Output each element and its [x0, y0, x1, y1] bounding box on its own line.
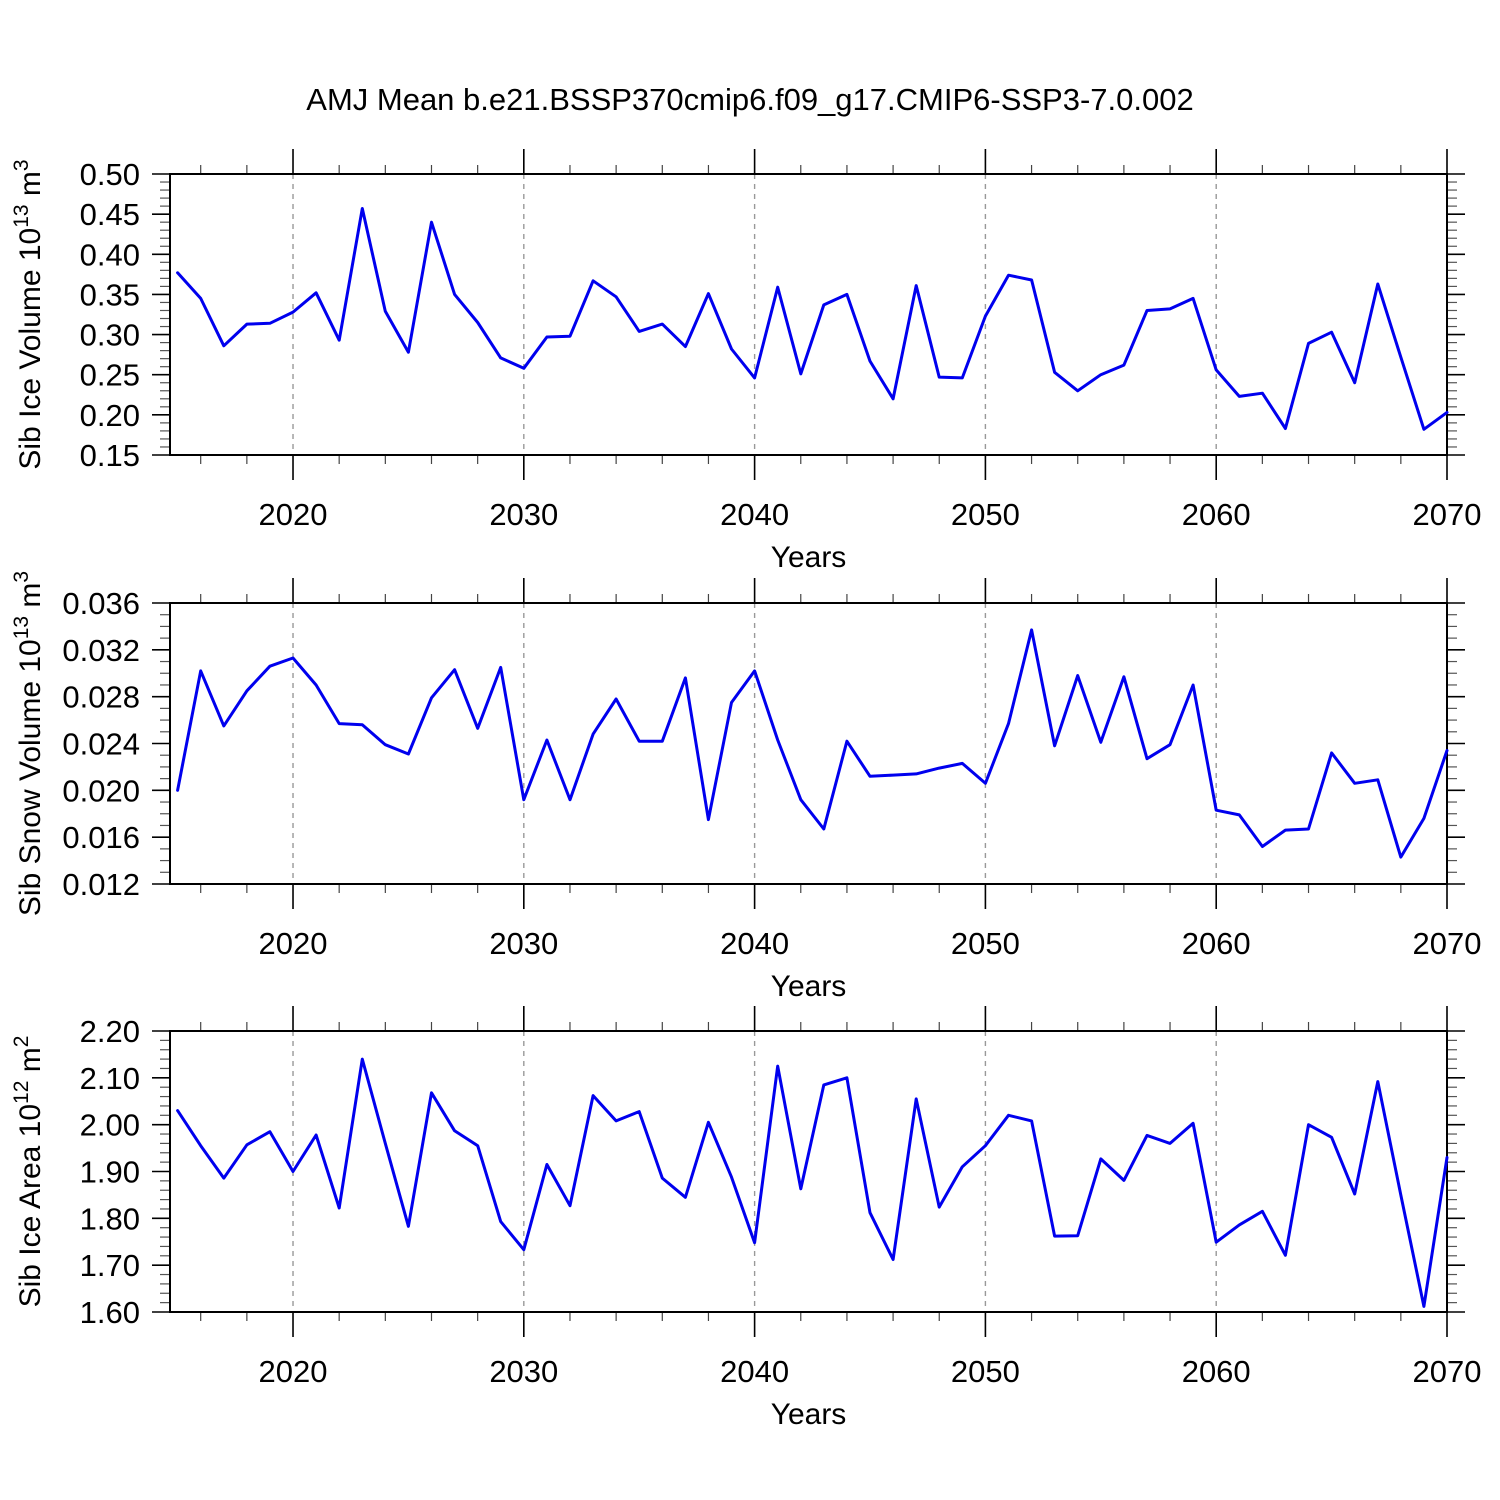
xaxis-title-ice-area: Years: [771, 1398, 847, 1431]
svg-text:0.40: 0.40: [80, 237, 140, 272]
svg-text:2.20: 2.20: [80, 1014, 140, 1049]
svg-text:2020: 2020: [259, 926, 328, 961]
plot-box-ice-volume: [169, 173, 1448, 456]
svg-text:2070: 2070: [1413, 926, 1482, 961]
svg-text:2060: 2060: [1182, 1354, 1251, 1389]
svg-text:0.25: 0.25: [80, 358, 140, 393]
xaxis-title-snow-volume: Years: [771, 970, 847, 1003]
svg-text:2030: 2030: [489, 1354, 558, 1389]
svg-text:2050: 2050: [951, 497, 1020, 532]
svg-text:0.016: 0.016: [62, 820, 140, 855]
yaxis-title-snow-volume: Sib Snow Volume 1013 m3: [10, 571, 47, 916]
svg-text:0.45: 0.45: [80, 197, 140, 232]
svg-text:1.70: 1.70: [80, 1248, 140, 1283]
svg-text:2030: 2030: [489, 926, 558, 961]
svg-text:2030: 2030: [489, 497, 558, 532]
svg-text:2070: 2070: [1413, 1354, 1482, 1389]
panel-ice-area: 2020 2030 2040 2050 2060 2070 1.60 1.70 1.80 1.90…: [10, 1006, 1481, 1431]
svg-text:0.012: 0.012: [62, 867, 140, 902]
plot-box-ice-area: [169, 1030, 1448, 1313]
xaxis-title-ice-volume: Years: [771, 541, 847, 574]
svg-text:1.60: 1.60: [80, 1295, 140, 1330]
svg-text:2060: 2060: [1182, 926, 1251, 961]
yaxis-title-ice-volume: Sib Ice Volume 1013 m3: [10, 159, 47, 469]
svg-text:0.020: 0.020: [62, 773, 140, 808]
svg-text:0.30: 0.30: [80, 318, 140, 353]
svg-text:2050: 2050: [951, 1354, 1020, 1389]
svg-text:2060: 2060: [1182, 497, 1251, 532]
panel-snow-volume: 2020 2030 2040 2050 2060 2070 0.012 0.016 0.020 0…: [10, 571, 1481, 1003]
series-line-ice-volume: [176, 207, 1449, 431]
svg-text:2040: 2040: [720, 926, 789, 961]
svg-text:0.036: 0.036: [62, 586, 140, 621]
yaxis-title-ice-area: Sib Ice Area 1012 m2: [10, 1036, 47, 1308]
svg-text:2020: 2020: [259, 1354, 328, 1389]
panel-ice-volume: 2020 2030 2040 2050 2060 2070 0.15 0.20 0.25 0.30…: [10, 149, 1481, 574]
figure-title: AMJ Mean b.e21.BSSP370cmip6.f09_g17.CMIP…: [306, 82, 1194, 117]
svg-text:2050: 2050: [951, 926, 1020, 961]
series-line-snow-volume: [176, 628, 1449, 859]
svg-text:0.50: 0.50: [80, 157, 140, 192]
svg-text:1.80: 1.80: [80, 1201, 140, 1236]
svg-text:0.024: 0.024: [62, 727, 140, 762]
svg-text:2040: 2040: [720, 497, 789, 532]
svg-text:0.028: 0.028: [62, 680, 140, 715]
svg-text:2.00: 2.00: [80, 1108, 140, 1143]
svg-text:2020: 2020: [259, 497, 328, 532]
svg-text:0.15: 0.15: [80, 438, 140, 473]
plot-box-snow-volume: [169, 602, 1448, 885]
series-line-ice-area: [176, 1057, 1449, 1308]
svg-text:0.032: 0.032: [62, 633, 140, 668]
svg-text:1.90: 1.90: [80, 1155, 140, 1190]
svg-text:2.10: 2.10: [80, 1061, 140, 1096]
svg-text:0.35: 0.35: [80, 277, 140, 312]
svg-text:2040: 2040: [720, 1354, 789, 1389]
svg-text:0.20: 0.20: [80, 398, 140, 433]
svg-text:2070: 2070: [1413, 497, 1482, 532]
